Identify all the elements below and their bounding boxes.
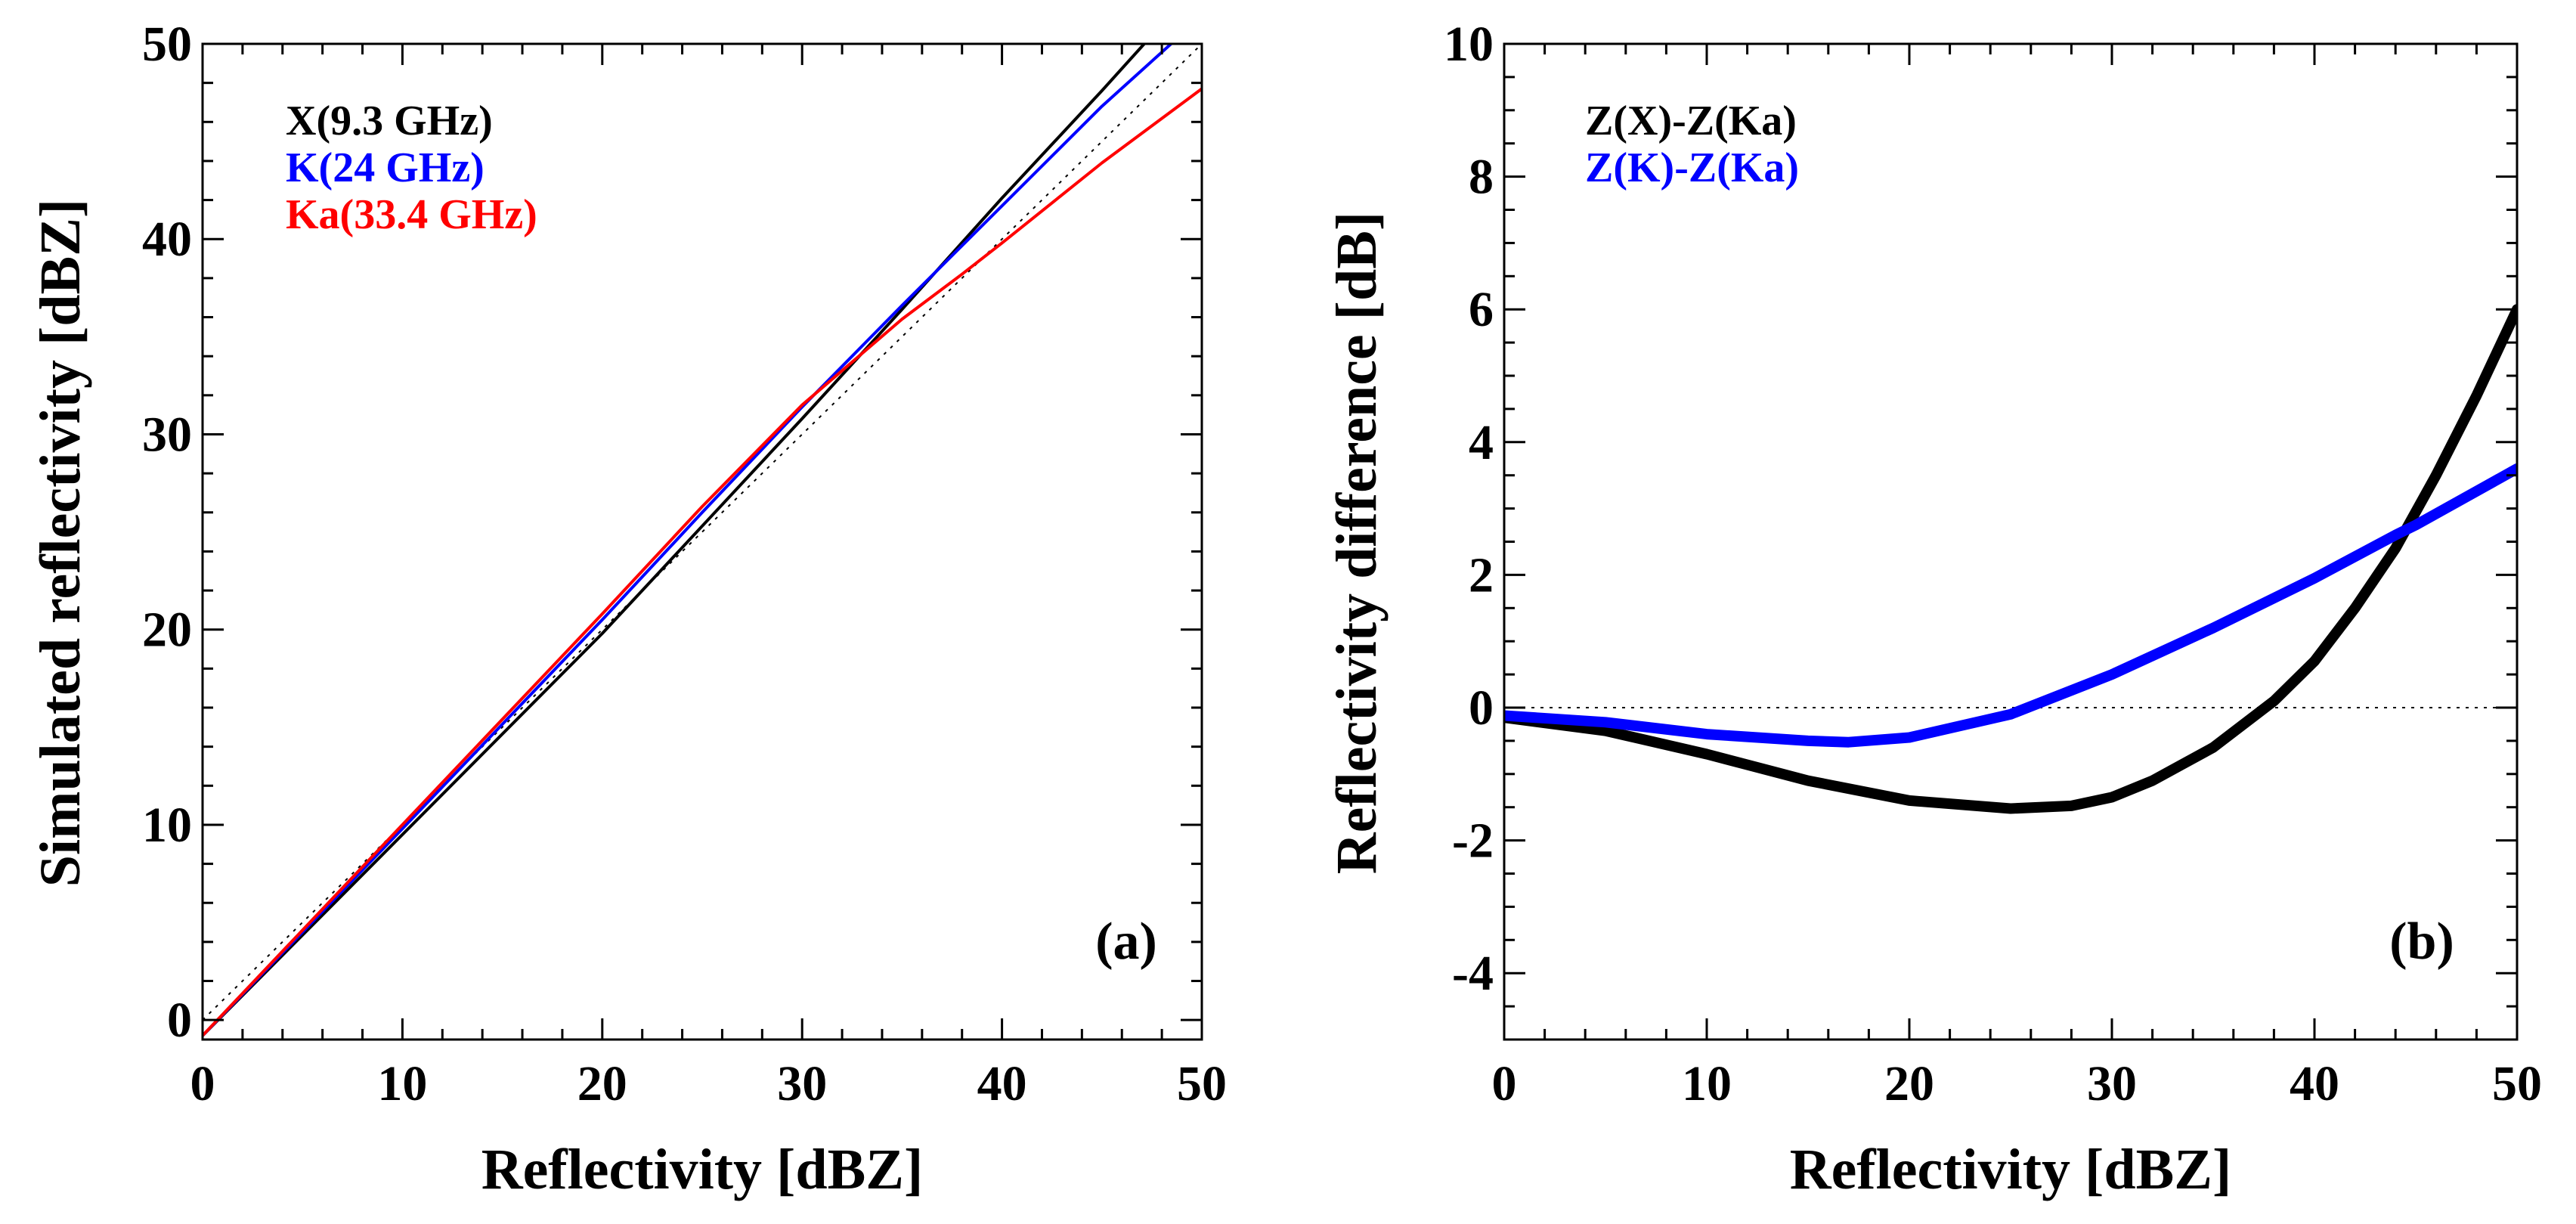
series-line-3 <box>203 87 1202 1037</box>
x-axis-title: Reflectivity [dBZ] <box>1790 1138 2232 1201</box>
y-tick-label: 10 <box>142 798 192 853</box>
x-tick-label: 0 <box>190 1056 215 1111</box>
x-tick-label: 40 <box>977 1056 1027 1111</box>
x-tick-label: 10 <box>377 1056 427 1111</box>
panel-a: 0 10 20 30 40 50 0 10 20 30 40 50 Reflectivity [dBZ]… <box>29 17 1227 1201</box>
y-tick-label: 50 <box>142 17 192 72</box>
panel-b: 0 10 20 30 40 50 -4 -2 0 2 4 6 8 10 Reflectivity [dBZ]… <box>1325 17 2542 1201</box>
legend-entry-1: Z(X)-Z(Ka) <box>1585 98 1797 144</box>
y-axis-title: Reflectivity difference [dB] <box>1325 212 1389 875</box>
y-tick-label: 6 <box>1469 282 1494 337</box>
y-axis-title: Simulated reflectivity [dBZ] <box>29 199 92 887</box>
y-tick-label: 8 <box>1469 150 1494 205</box>
series-line-2 <box>1504 463 2517 748</box>
y-tick-label: 0 <box>167 993 192 1048</box>
x-tick-label: 50 <box>2492 1056 2542 1111</box>
x-tick-label: 50 <box>1177 1056 1227 1111</box>
plot-frame <box>1503 42 2519 1041</box>
legend-entry-3: Ka(33.4 GHz) <box>286 191 537 238</box>
x-tick-label: 20 <box>577 1056 627 1111</box>
series-line-1 <box>203 44 1147 1037</box>
y-tick-label: -4 <box>1452 946 1494 1001</box>
x-tick-label: 30 <box>2087 1056 2137 1111</box>
x-tick-label: 30 <box>777 1056 827 1111</box>
y-tick-label: 30 <box>142 407 192 462</box>
x-axis-title: Reflectivity [dBZ] <box>481 1138 924 1201</box>
legend-entry-2: K(24 GHz) <box>286 144 485 191</box>
panel-label: (a) <box>1095 913 1157 971</box>
y-tick-label: 0 <box>1469 680 1494 736</box>
legend-entry-1: X(9.3 GHz) <box>286 98 493 144</box>
y-tick-label: 4 <box>1469 415 1494 470</box>
x-tick-label: 20 <box>1884 1056 1934 1111</box>
x-tick-label: 10 <box>1682 1056 1732 1111</box>
y-tick-label: 2 <box>1469 547 1494 603</box>
plot-frame <box>201 42 1203 1041</box>
panel-label: (b) <box>2389 913 2454 971</box>
x-tick-label: 0 <box>1492 1056 1517 1111</box>
y-tick-label: 40 <box>142 212 192 267</box>
reference-line <box>202 43 1203 1021</box>
x-tick-label: 40 <box>2290 1056 2339 1111</box>
y-tick-label: -2 <box>1452 813 1494 869</box>
legend-entry-2: Z(K)-Z(Ka) <box>1585 144 1799 191</box>
y-tick-label: 10 <box>1444 17 1494 72</box>
y-tick-label: 20 <box>142 603 192 658</box>
series-line-1 <box>1504 304 2517 814</box>
